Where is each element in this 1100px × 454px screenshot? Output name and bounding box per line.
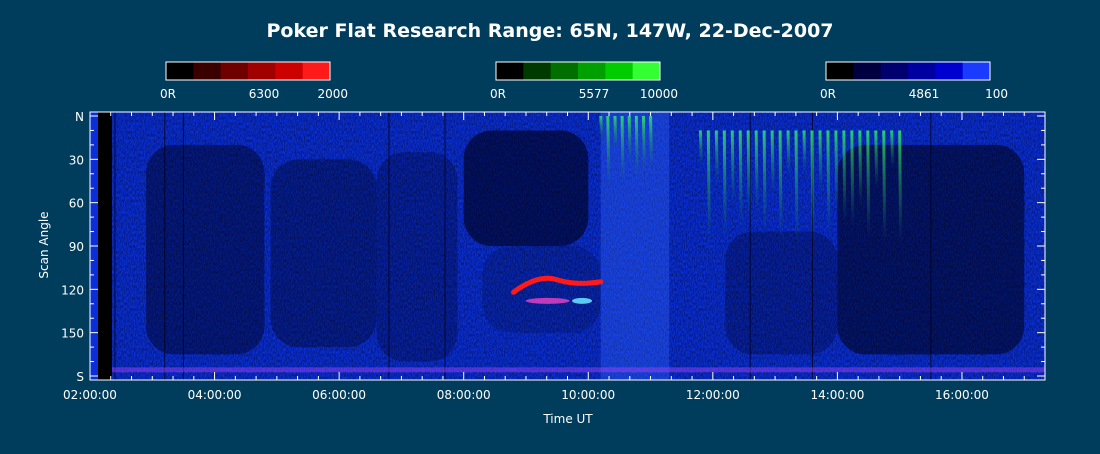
colorbar-swatch [962,62,991,80]
green-aurora-stripe [898,130,903,246]
x-tick-label: 12:00:00 [686,388,740,402]
colorbar-4861: 0R 4861 100 [820,61,1008,101]
green-aurora-stripe [746,130,751,222]
x-tick-label: 02:00:00 [63,388,117,402]
colorbar-swatch [550,62,579,80]
colorbar-max-label: 10000 [640,87,678,101]
green-aurora-stripe [770,130,775,198]
green-aurora-stripe [762,130,767,235]
y-tick-label: 30 [69,153,84,167]
y-tick-label: 150 [61,327,84,341]
data-gap [98,112,112,380]
colorbar-swatch [248,62,276,80]
colorbar-wavelength-label: 6300 [249,87,280,101]
colorbar-wavelength-label: 4861 [909,87,940,101]
green-aurora-stripe [850,130,855,228]
green-aurora-stripe [620,115,625,185]
bright-band [600,112,670,380]
green-aurora-stripe [866,130,871,239]
colorbar-swatch [632,62,661,80]
green-aurora-stripe [858,130,863,208]
colorbar-swatch [220,62,249,80]
green-aurora-stripe [641,115,646,174]
green-aurora-stripe [842,130,847,225]
colorbar-swatch [578,62,606,80]
green-aurora-stripe [882,130,887,245]
noise-texture [112,112,1045,380]
colorbar-swatch [605,62,634,80]
colorbar-swatch [880,62,909,80]
y-tick-label: N [75,110,84,124]
colorbar-border [825,61,991,81]
green-aurora-stripe [794,130,799,246]
green-aurora-stripe [627,115,632,163]
green-aurora-stripe [802,130,807,174]
green-aurora-stripe [738,130,743,230]
green-aurora-stripe [874,130,879,189]
chart-title: Poker Flat Research Range: 65N, 147W, 22… [266,20,833,42]
colorbar-wavelength-label: 5577 [579,87,610,101]
green-aurora-stripe [714,130,719,186]
colorbar-swatch [523,62,552,80]
colorbar-min-label: 0R [820,87,836,101]
green-aurora-stripe [786,130,791,178]
colorbar-swatch [853,62,882,80]
y-tick-label: S [76,370,84,384]
green-aurora-stripe [613,115,618,151]
colorbar-swatch [302,62,331,80]
colorbar-min-label: 0R [490,87,506,101]
colorbar-5577: 0R 5577 10000 [490,61,678,101]
green-aurora-stripe [634,115,639,179]
y-tick-label: 90 [69,240,84,254]
colorbar-swatch [826,62,854,80]
colorbar-border [165,61,331,81]
green-aurora-stripe [754,130,759,216]
green-aurora-stripe [834,130,839,213]
green-aurora-stripe [826,130,831,237]
red-aurora-arc [511,275,604,295]
x-axis-label: Time UT [542,412,593,426]
green-aurora-stripe [599,115,604,138]
cyan-feature [572,297,593,304]
colorbar-swatch [275,62,304,80]
colorbar-min-label: 0R [160,87,176,101]
y-axis-label: Scan Angle [37,211,51,278]
colorbar-swatch [935,62,964,80]
colorbar-border [495,61,661,81]
colorbar-swatch [166,62,194,80]
x-tick-label: 10:00:00 [561,388,615,402]
colorbar-swatch [496,62,524,80]
green-aurora-stripe [606,115,611,188]
y-tick-label: 60 [69,197,84,211]
x-tick-label: 14:00:00 [810,388,864,402]
green-aurora-stripe [810,130,815,244]
x-tick-label: 04:00:00 [188,388,242,402]
colorbar-6300: 0R 6300 2000 [160,61,348,101]
green-aurora-stripe [698,130,703,166]
green-aurora-stripe [730,130,735,206]
x-tick-label: 06:00:00 [312,388,366,402]
green-aurora-stripe [818,130,823,195]
colorbar-swatch [193,62,222,80]
y-tick-label: 120 [61,283,84,297]
colorbar-max-label: 100 [985,87,1008,101]
green-aurora-stripe [890,130,895,169]
colorbar-swatch [908,62,936,80]
green-aurora-stripe [706,130,711,246]
horizon-glow [112,367,1045,373]
x-tick-label: 16:00:00 [935,388,989,402]
green-aurora-stripe [778,130,783,243]
green-aurora-stripe [722,130,727,241]
colorbar-max-label: 2000 [317,87,348,101]
green-aurora-stripe [649,115,654,169]
colorbar-legend: 0R 6300 2000 0R 5577 10000 0R 4861 100 [160,61,1008,101]
magenta-feature [525,297,570,304]
x-tick-label: 08:00:00 [437,388,491,402]
axes: N 30 60 90 120 150 S 02:00:00 04:00:00 06:00:00 08… [61,110,1046,402]
plot-area [90,112,1045,380]
